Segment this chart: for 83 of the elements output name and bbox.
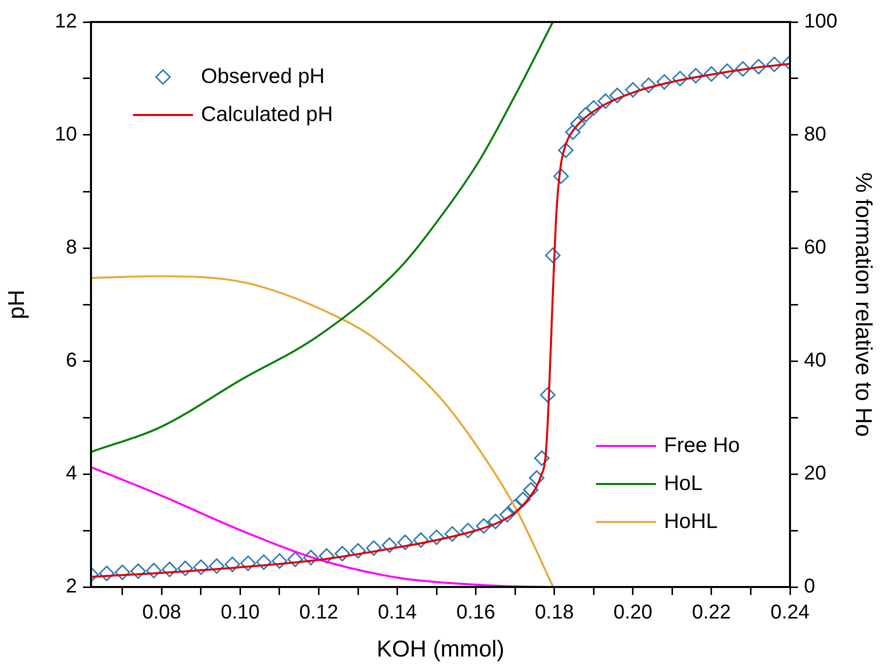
point <box>256 554 272 570</box>
y-tick-label: 12 <box>54 10 77 33</box>
point <box>130 563 146 579</box>
point <box>719 63 735 79</box>
x-tick-label: 0.18 <box>534 602 574 624</box>
point <box>598 93 614 109</box>
x-tick-label: 0.24 <box>770 602 810 624</box>
point <box>224 556 240 572</box>
legend-label: Observed pH <box>201 64 325 88</box>
y-tick-label: 4 <box>66 462 77 485</box>
point <box>98 566 114 582</box>
point <box>570 116 586 132</box>
legend-label: HoL <box>664 472 703 495</box>
point <box>177 560 193 576</box>
point <box>735 61 751 77</box>
point <box>545 248 561 264</box>
point <box>578 106 594 122</box>
point <box>688 68 704 84</box>
y2-tick-label: 100 <box>804 10 838 33</box>
point <box>704 66 720 82</box>
point <box>507 499 523 515</box>
point <box>350 543 366 559</box>
point <box>586 100 602 116</box>
y2-axis-title: % formation relative to Ho <box>850 172 877 437</box>
point <box>208 558 224 574</box>
y2-tick-label: 80 <box>804 124 826 146</box>
point <box>609 88 625 104</box>
point <box>558 142 574 158</box>
line-series <box>91 22 554 453</box>
point <box>523 482 539 498</box>
point <box>303 550 319 566</box>
x-tick-label: 0.16 <box>456 602 496 624</box>
point <box>382 537 398 553</box>
point <box>413 532 429 548</box>
x-tick-label: 0.20 <box>613 602 652 624</box>
y-tick-label: 8 <box>66 236 77 259</box>
point <box>146 562 162 578</box>
x-tick-label: 0.10 <box>220 602 260 624</box>
x-tick-label: 0.08 <box>142 602 182 624</box>
point <box>287 552 303 568</box>
point <box>240 556 256 572</box>
point <box>366 540 382 556</box>
point <box>625 82 641 98</box>
point <box>640 78 656 94</box>
point <box>750 58 766 74</box>
point <box>476 518 492 534</box>
legend-label: Free Ho <box>664 434 740 457</box>
point <box>672 70 688 86</box>
legend-label: Calculated pH <box>201 102 333 126</box>
point <box>766 56 782 72</box>
legend-label: HoHL <box>664 510 718 533</box>
y-tick-label: 10 <box>54 124 77 146</box>
x-tick-label: 0.22 <box>692 602 731 624</box>
point <box>515 492 531 508</box>
y2-tick-label: 40 <box>804 350 826 372</box>
point <box>162 562 178 578</box>
point <box>488 514 504 530</box>
y-axis-title: pH <box>3 290 30 320</box>
point <box>114 564 130 580</box>
point <box>444 526 460 542</box>
point <box>334 546 350 562</box>
point <box>193 559 209 575</box>
x-axis-title: KOH (mmol) <box>376 636 504 662</box>
point <box>428 530 444 546</box>
point <box>272 553 288 569</box>
point <box>540 387 556 403</box>
point <box>553 168 569 184</box>
x-tick-label: 0.14 <box>378 602 417 624</box>
y-tick-label: 2 <box>66 576 77 598</box>
point <box>656 74 672 90</box>
y2-tick-label: 20 <box>804 462 826 485</box>
point <box>460 522 476 538</box>
y2-tick-label: 60 <box>804 236 826 259</box>
point <box>318 548 334 564</box>
y2-tick-label: 0 <box>804 576 816 598</box>
point <box>528 470 544 486</box>
point <box>500 506 516 522</box>
y-tick-label: 6 <box>66 350 77 372</box>
x-tick-label: 0.12 <box>299 602 338 624</box>
line-series <box>91 275 554 587</box>
point <box>565 124 581 140</box>
point <box>397 534 413 550</box>
point <box>534 450 550 466</box>
